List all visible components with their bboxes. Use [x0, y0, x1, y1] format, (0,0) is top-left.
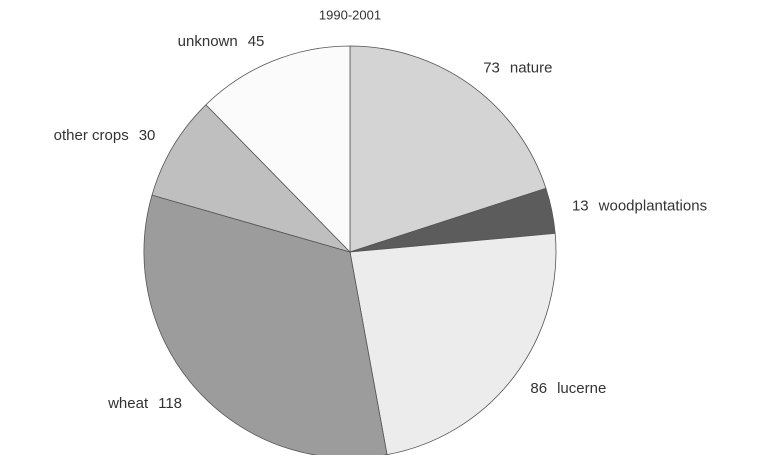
pie-slice — [143, 194, 388, 455]
slice-label: wheat 118 — [107, 395, 182, 412]
value-label: 45 — [248, 33, 265, 50]
pie-slice — [205, 45, 351, 253]
category-label: unknown — [178, 33, 238, 50]
slice-label: other crops 30 — [54, 127, 156, 144]
pie-slice — [151, 104, 352, 253]
category-label: other crops — [54, 127, 129, 144]
slice-label: 73 nature — [483, 60, 552, 77]
category-label: wheat — [107, 395, 149, 412]
category-label: lucerne — [557, 380, 606, 397]
slice-label: 86 lucerne — [530, 380, 606, 397]
value-label: 73 — [483, 60, 500, 77]
value-label: 86 — [530, 380, 547, 397]
slice-label: 13 woodplantations — [572, 197, 707, 214]
pie-slice — [349, 232, 557, 455]
value-label: 30 — [139, 127, 156, 144]
slice-label: unknown 45 — [178, 33, 265, 50]
chart-title: 1990-2001 — [319, 7, 381, 22]
value-label: 118 — [158, 395, 182, 412]
pie-slice — [349, 45, 547, 253]
category-label: woodplantations — [598, 197, 707, 214]
category-label: nature — [510, 60, 553, 77]
value-label: 13 — [572, 197, 589, 214]
